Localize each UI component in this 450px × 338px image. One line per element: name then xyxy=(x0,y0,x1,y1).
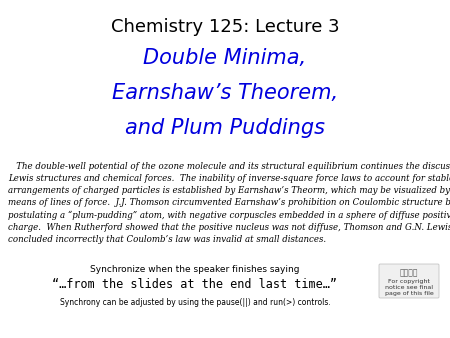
Text: For copyright
notice see final
page of this file: For copyright notice see final page of t… xyxy=(385,279,433,296)
Text: Synchrony can be adjusted by using the pause(||) and run(>) controls.: Synchrony can be adjusted by using the p… xyxy=(59,298,330,307)
Text: Synchronize when the speaker finishes saying: Synchronize when the speaker finishes sa… xyxy=(90,265,300,274)
Text: The double-well potential of the ozone molecule and its structural equilibrium c: The double-well potential of the ozone m… xyxy=(8,162,450,244)
Text: and Plum Puddings: and Plum Puddings xyxy=(125,118,325,138)
Text: Chemistry 125: Lecture 3: Chemistry 125: Lecture 3 xyxy=(111,18,339,36)
Text: ⒸⓈⒷⓈ: ⒸⓈⒷⓈ xyxy=(400,268,418,277)
Text: “…from the slides at the end last time…”: “…from the slides at the end last time…” xyxy=(53,278,338,291)
FancyBboxPatch shape xyxy=(379,264,439,298)
Text: Double Minima,: Double Minima, xyxy=(144,48,306,68)
Text: Earnshaw’s Theorem,: Earnshaw’s Theorem, xyxy=(112,83,338,103)
